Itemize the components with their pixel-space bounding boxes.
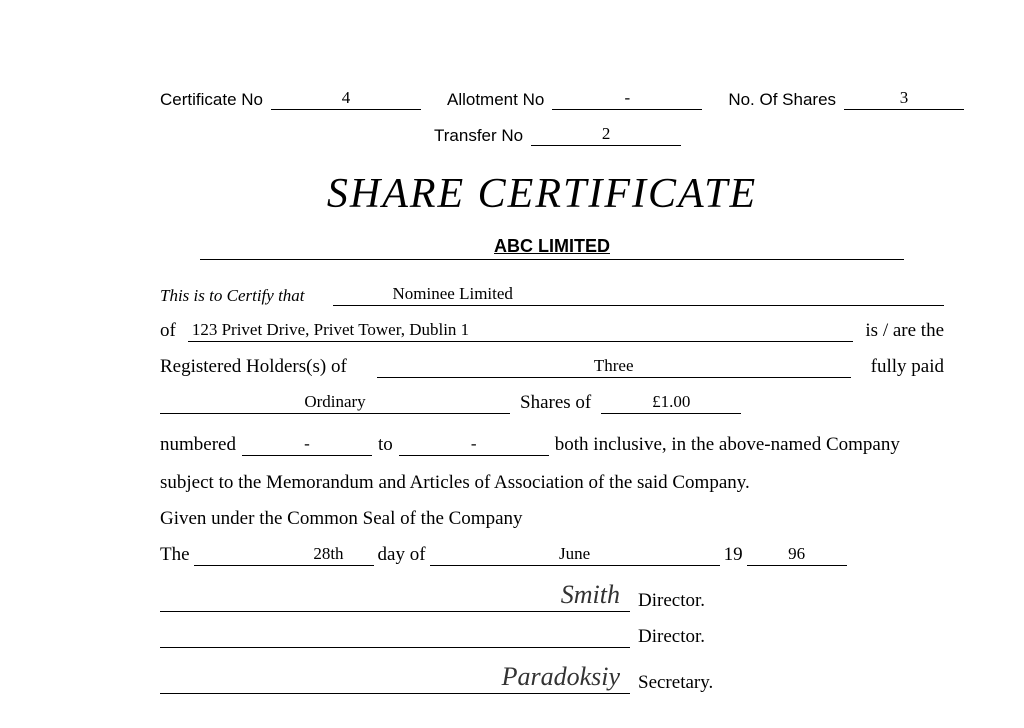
share-value: £1.00 [601,392,741,414]
certificate-no-label: Certificate No [160,90,263,110]
both-inclusive: both inclusive, in the above-named Compa… [555,434,900,456]
certificate-title: SHARE CERTIFICATE [100,170,984,218]
address-value: 123 Privet Drive, Privet Tower, Dublin 1 [188,320,854,342]
num-to: - [399,434,549,456]
certify-row: This is to Certify that Nominee Limited [160,284,944,306]
company-name: ABC LIMITED [200,236,904,260]
sig2-line [160,628,630,648]
allotment-no-value: - [552,88,702,110]
director-label-2: Director. [638,626,705,648]
subject-row: subject to the Memorandum and Articles o… [160,472,944,494]
numbered-label: numbered [160,434,236,456]
transfer-no-value: 2 [531,124,681,146]
seal-row: Given under the Common Seal of the Compa… [160,508,944,530]
certificate-body: This is to Certify that Nominee Limited … [160,284,984,694]
sig3-line: Paradoksiy [160,662,630,694]
sig-row-2: Director. [160,626,944,648]
sig-row-1: Smith Director. [160,580,944,612]
share-class: Ordinary [160,392,510,414]
header-row-2: Transfer No 2 [434,124,984,146]
transfer-no-label: Transfer No [434,126,523,146]
holder-name: Nominee Limited [333,284,944,306]
allotment-no-label: Allotment No [447,90,544,110]
fully-paid: fully paid [871,356,944,378]
secretary-label: Secretary. [638,672,713,694]
date-day: 28th [194,544,374,566]
no-of-shares-label: No. Of Shares [728,90,836,110]
certificate-page: Certificate No 4 Allotment No - No. Of S… [0,0,1024,728]
address-row: of 123 Privet Drive, Privet Tower, Dubli… [160,320,944,342]
sig3: Paradoksiy [502,662,620,691]
director-label-1: Director. [638,590,705,612]
century-label: 19 [724,544,743,566]
subject-text: subject to the Memorandum and Articles o… [160,472,750,494]
no-of-shares-value: 3 [844,88,964,110]
sig1-line: Smith [160,580,630,612]
of-label: of [160,320,176,342]
date-month: June [430,544,720,566]
shareclass-row: Ordinary Shares of £1.00 [160,392,944,414]
the-label: The [160,544,190,566]
header-row-1: Certificate No 4 Allotment No - No. Of S… [160,88,984,110]
num-from: - [242,434,372,456]
day-of-label: day of [378,544,426,566]
to-label: to [378,434,393,456]
date-year: 96 [747,544,847,566]
sig1: Smith [561,580,620,609]
shares-of-label: Shares of [520,392,591,414]
date-row: The 28th day of June 19 96 [160,544,944,566]
shares-word: Three [377,356,851,378]
certify-label: This is to Certify that [160,286,305,306]
certificate-no-value: 4 [271,88,421,110]
sig-row-3: Paradoksiy Secretary. [160,662,944,694]
registered-row: Registered Holders(s) of Three fully pai… [160,356,944,378]
numbered-row: numbered - to - both inclusive, in the a… [160,434,944,456]
registered-label: Registered Holders(s) of [160,356,347,378]
seal-text: Given under the Common Seal of the Compa… [160,508,523,530]
is-are-the: is / are the [865,320,944,342]
